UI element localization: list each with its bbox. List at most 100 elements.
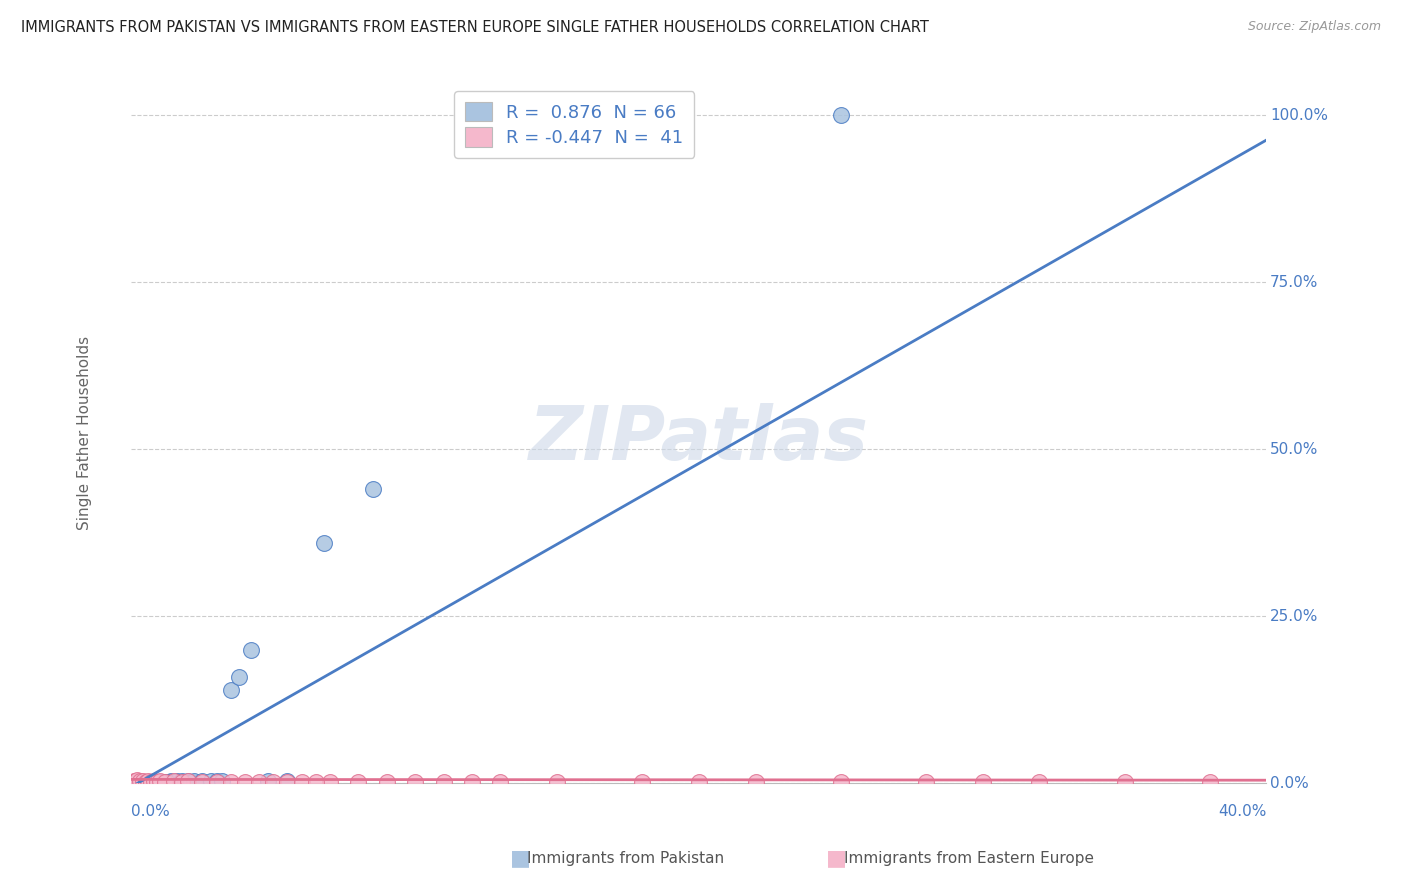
Point — [375, 775, 398, 789]
Text: 75.0%: 75.0% — [1270, 275, 1319, 290]
Point — [142, 776, 165, 790]
Point — [139, 775, 162, 789]
Point — [219, 775, 242, 789]
Point — [191, 775, 214, 789]
Point — [153, 776, 176, 790]
Text: Immigrants from Eastern Europe: Immigrants from Eastern Europe — [844, 851, 1094, 865]
Point — [156, 775, 179, 789]
Point — [972, 775, 994, 789]
Point — [219, 682, 242, 697]
Point — [163, 774, 186, 789]
Text: Source: ZipAtlas.com: Source: ZipAtlas.com — [1247, 20, 1381, 33]
Text: ■: ■ — [510, 848, 530, 868]
Point — [129, 775, 152, 789]
Text: 25.0%: 25.0% — [1270, 609, 1319, 624]
Point — [146, 776, 169, 790]
Text: Immigrants from Pakistan: Immigrants from Pakistan — [527, 851, 724, 865]
Point — [211, 774, 233, 789]
Point — [205, 773, 228, 788]
Point — [174, 775, 197, 789]
Point — [132, 775, 155, 789]
Point — [122, 776, 145, 790]
Point — [177, 774, 200, 789]
Point — [132, 776, 155, 790]
Point — [136, 776, 159, 790]
Point — [546, 775, 568, 789]
Point — [146, 775, 169, 789]
Text: 40.0%: 40.0% — [1218, 805, 1267, 820]
Point — [489, 775, 512, 789]
Point — [305, 775, 328, 789]
Point — [1028, 775, 1050, 789]
Point — [172, 775, 194, 789]
Point — [148, 776, 170, 790]
Point — [134, 776, 156, 790]
Point — [132, 773, 155, 788]
Text: 100.0%: 100.0% — [1270, 108, 1327, 123]
Point — [404, 775, 426, 789]
Point — [141, 776, 163, 790]
Point — [149, 775, 172, 789]
Point — [432, 775, 454, 789]
Point — [172, 774, 194, 789]
Point — [155, 775, 177, 789]
Point — [134, 775, 156, 789]
Text: 0.0%: 0.0% — [1270, 776, 1309, 791]
Point — [143, 774, 166, 789]
Point — [141, 775, 163, 789]
Point — [183, 774, 205, 789]
Point — [319, 775, 342, 789]
Point — [631, 775, 654, 789]
Point — [314, 536, 336, 550]
Point — [141, 775, 163, 789]
Point — [688, 775, 710, 789]
Point — [191, 773, 214, 788]
Point — [228, 669, 250, 683]
Point — [129, 776, 152, 790]
Point — [256, 773, 278, 788]
Point — [135, 775, 157, 789]
Point — [135, 776, 157, 790]
Point — [276, 773, 298, 788]
Point — [150, 776, 173, 790]
Point — [125, 773, 148, 788]
Text: ZIPatlas: ZIPatlas — [529, 403, 869, 476]
Point — [1114, 775, 1136, 789]
Point — [131, 776, 153, 790]
Point — [142, 776, 165, 790]
Point — [200, 774, 222, 789]
Point — [155, 775, 177, 789]
Point — [125, 776, 148, 790]
Point — [149, 774, 172, 789]
Text: IMMIGRANTS FROM PAKISTAN VS IMMIGRANTS FROM EASTERN EUROPE SINGLE FATHER HOUSEHO: IMMIGRANTS FROM PAKISTAN VS IMMIGRANTS F… — [21, 20, 929, 35]
Point — [138, 775, 160, 789]
Point — [744, 775, 766, 789]
Point — [128, 775, 150, 789]
Point — [177, 774, 200, 789]
Point — [146, 776, 169, 790]
Point — [139, 776, 162, 790]
Point — [131, 776, 153, 790]
Point — [262, 775, 284, 789]
Point — [157, 775, 180, 789]
Legend: R =  0.876  N = 66, R = -0.447  N =  41: R = 0.876 N = 66, R = -0.447 N = 41 — [454, 91, 695, 158]
Point — [830, 108, 852, 122]
Point — [347, 775, 370, 789]
Point — [124, 774, 146, 789]
Point — [128, 776, 150, 790]
Point — [135, 776, 157, 790]
Point — [138, 774, 160, 789]
Point — [247, 775, 270, 789]
Point — [169, 775, 191, 789]
Point — [124, 775, 146, 789]
Point — [461, 775, 484, 789]
Text: 0.0%: 0.0% — [131, 805, 170, 820]
Point — [361, 483, 384, 497]
Text: Single Father Households: Single Father Households — [77, 335, 91, 530]
Point — [122, 776, 145, 790]
Point — [122, 773, 145, 788]
Point — [163, 775, 186, 789]
Point — [233, 775, 256, 789]
Point — [291, 775, 314, 789]
Point — [239, 642, 262, 657]
